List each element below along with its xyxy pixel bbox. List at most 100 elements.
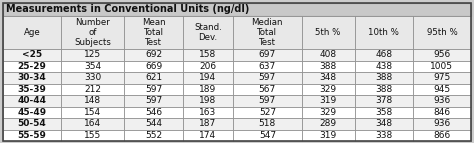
Bar — [61, 84, 125, 95]
Bar — [3, 118, 61, 130]
Bar — [182, 107, 233, 118]
Bar — [233, 95, 301, 107]
Text: 50-54: 50-54 — [18, 119, 46, 128]
Text: 547: 547 — [259, 131, 276, 140]
Text: 45-49: 45-49 — [18, 108, 46, 117]
Bar — [3, 72, 61, 84]
Text: 438: 438 — [375, 62, 392, 71]
Bar — [301, 16, 355, 49]
Text: 637: 637 — [259, 62, 276, 71]
Bar — [3, 49, 61, 60]
Bar — [182, 72, 233, 84]
Bar — [355, 16, 413, 49]
Bar — [301, 60, 355, 72]
Bar — [413, 84, 471, 95]
Bar — [182, 16, 233, 49]
Bar — [301, 130, 355, 141]
Text: 354: 354 — [84, 62, 101, 71]
Text: 518: 518 — [259, 119, 276, 128]
Bar — [233, 49, 301, 60]
Text: 194: 194 — [200, 73, 217, 82]
Text: 975: 975 — [433, 73, 450, 82]
Bar — [3, 107, 61, 118]
Text: 329: 329 — [319, 85, 337, 94]
Bar — [182, 84, 233, 95]
Text: <25: <25 — [22, 50, 42, 59]
Bar — [413, 16, 471, 49]
Bar — [355, 130, 413, 141]
Bar — [233, 60, 301, 72]
Text: 158: 158 — [199, 50, 217, 59]
Text: 163: 163 — [199, 108, 217, 117]
Bar — [3, 130, 61, 141]
Text: 552: 552 — [145, 131, 162, 140]
Bar — [355, 49, 413, 60]
Text: 378: 378 — [375, 96, 392, 105]
Text: 348: 348 — [375, 119, 392, 128]
Bar — [182, 130, 233, 141]
Text: 388: 388 — [375, 85, 392, 94]
Text: 5th %: 5th % — [315, 28, 341, 37]
Bar — [125, 118, 182, 130]
Bar — [233, 130, 301, 141]
Text: 25-29: 25-29 — [18, 62, 46, 71]
Bar — [355, 118, 413, 130]
Text: 125: 125 — [84, 50, 101, 59]
Bar — [233, 72, 301, 84]
Bar — [355, 84, 413, 95]
Text: 846: 846 — [433, 108, 450, 117]
Text: Measurements in Conventional Units (ng/dl): Measurements in Conventional Units (ng/d… — [6, 4, 249, 14]
Bar — [301, 107, 355, 118]
Bar — [125, 84, 182, 95]
Bar — [3, 3, 471, 16]
Bar — [355, 60, 413, 72]
Text: 527: 527 — [259, 108, 276, 117]
Text: 567: 567 — [259, 85, 276, 94]
Bar — [301, 49, 355, 60]
Bar — [61, 16, 125, 49]
Text: 40-44: 40-44 — [18, 96, 46, 105]
Text: 936: 936 — [433, 96, 450, 105]
Text: 597: 597 — [145, 85, 162, 94]
Text: 697: 697 — [259, 50, 276, 59]
Bar — [125, 72, 182, 84]
Bar — [3, 16, 61, 49]
Bar — [125, 49, 182, 60]
Text: 206: 206 — [200, 62, 217, 71]
Text: 187: 187 — [199, 119, 217, 128]
Text: 692: 692 — [145, 50, 162, 59]
Bar — [61, 60, 125, 72]
Text: 154: 154 — [84, 108, 101, 117]
Text: 358: 358 — [375, 108, 392, 117]
Bar — [301, 72, 355, 84]
Bar — [413, 107, 471, 118]
Text: 468: 468 — [375, 50, 392, 59]
Bar — [61, 130, 125, 141]
Text: 55-59: 55-59 — [18, 131, 46, 140]
Bar — [125, 130, 182, 141]
Text: 621: 621 — [145, 73, 162, 82]
Bar — [61, 95, 125, 107]
Text: 945: 945 — [433, 85, 450, 94]
Text: 388: 388 — [375, 73, 392, 82]
Bar — [233, 107, 301, 118]
Bar — [413, 118, 471, 130]
Bar — [301, 95, 355, 107]
Bar — [182, 60, 233, 72]
Bar — [355, 72, 413, 84]
Bar — [125, 95, 182, 107]
Bar — [413, 60, 471, 72]
Bar — [61, 118, 125, 130]
Text: 669: 669 — [145, 62, 162, 71]
Bar — [355, 95, 413, 107]
Text: 35-39: 35-39 — [18, 85, 46, 94]
Text: 936: 936 — [433, 119, 450, 128]
Text: 597: 597 — [259, 73, 276, 82]
Bar — [3, 84, 61, 95]
Text: 866: 866 — [433, 131, 450, 140]
Text: Stand.
Dev.: Stand. Dev. — [194, 23, 222, 42]
Bar — [355, 107, 413, 118]
Bar — [233, 84, 301, 95]
Bar — [233, 16, 301, 49]
Bar — [3, 95, 61, 107]
